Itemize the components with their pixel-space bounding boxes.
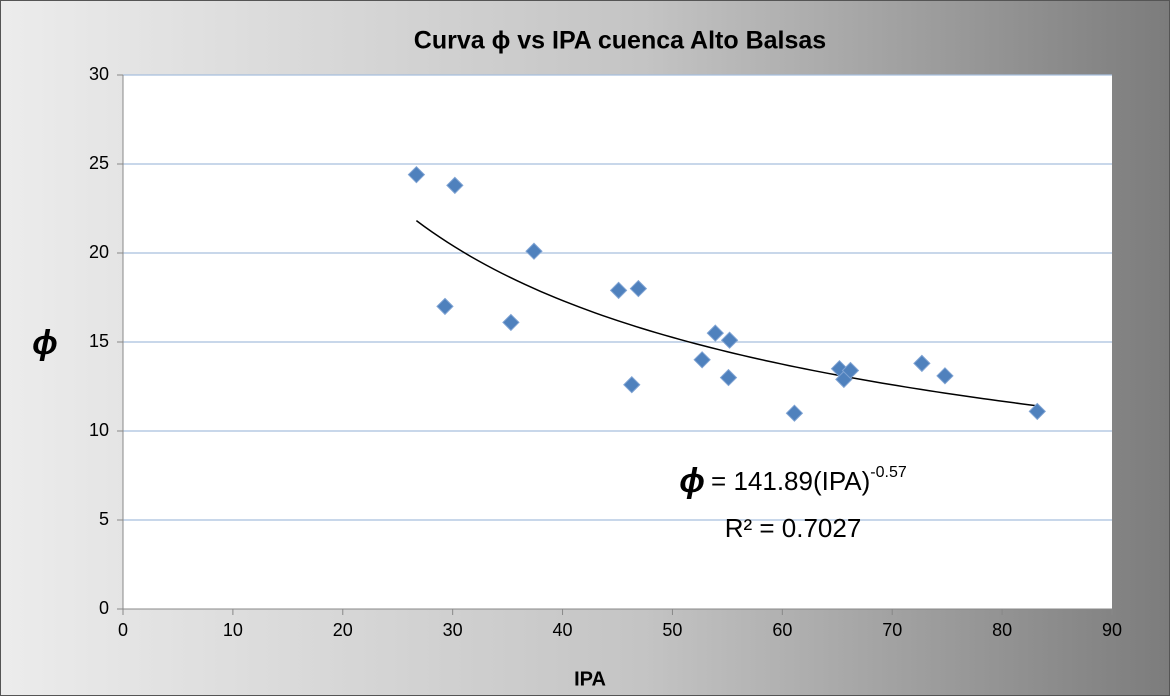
- y-tick-label: 30: [89, 64, 109, 84]
- data-point: [719, 368, 738, 387]
- trendline: [415, 220, 1038, 407]
- equation-part: -0.57: [870, 464, 907, 481]
- data-point: [446, 176, 464, 195]
- x-tick-label: 30: [443, 620, 463, 640]
- data-point: [936, 367, 954, 385]
- r-squared: R² = 0.7027: [725, 513, 862, 543]
- data-point: [1028, 402, 1046, 421]
- data-point: [785, 404, 804, 422]
- x-axis-label: IPA: [574, 668, 606, 690]
- x-tick-label: 80: [992, 620, 1012, 640]
- x-tick-label: 0: [118, 620, 128, 640]
- data-point: [693, 351, 711, 369]
- data-point: [502, 313, 520, 332]
- y-tick-label: 5: [99, 509, 109, 529]
- data-point: [629, 279, 648, 298]
- chart-title: Curva ϕ vs IPA cuenca Alto Balsas: [414, 27, 826, 55]
- x-tick-label: 90: [1102, 620, 1122, 640]
- data-point: [841, 361, 860, 380]
- x-tick-label: 60: [772, 620, 792, 640]
- equation-part: 141.89: [733, 466, 813, 496]
- data-point: [525, 242, 543, 260]
- x-tick-label: 40: [553, 620, 573, 640]
- y-tick-label: 10: [89, 420, 109, 440]
- equation-part: =: [711, 466, 733, 496]
- y-tick-label: 15: [89, 331, 109, 351]
- trendline-equation: ϕ = 141.89(IPA)-0.57: [679, 462, 907, 500]
- y-axis-label: ϕ: [32, 324, 58, 362]
- x-tick-label: 50: [662, 620, 682, 640]
- data-point: [706, 324, 725, 342]
- x-tick-label: 20: [333, 620, 353, 640]
- data-point: [913, 354, 931, 373]
- data-point: [436, 297, 454, 316]
- y-tick-label: 20: [89, 242, 109, 262]
- equation-part: ϕ: [679, 462, 705, 500]
- data-point: [609, 281, 628, 300]
- data-point: [407, 165, 426, 184]
- equation-part: (IPA): [813, 466, 870, 496]
- x-tick-label: 70: [882, 620, 902, 640]
- x-tick-label: 10: [223, 620, 243, 640]
- y-tick-label: 25: [89, 153, 109, 173]
- y-tick-label: 0: [99, 598, 109, 618]
- data-point: [720, 331, 739, 349]
- data-point: [623, 376, 641, 394]
